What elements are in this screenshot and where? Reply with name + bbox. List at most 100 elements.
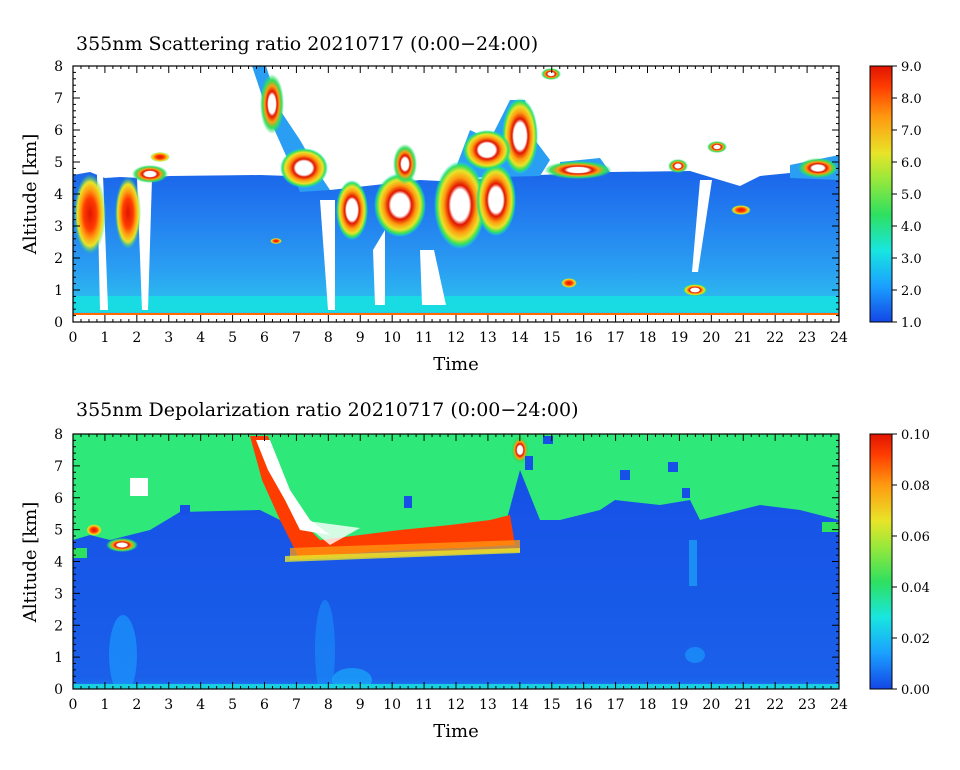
- x-tick-label: 16: [575, 330, 593, 346]
- x-tick-label: 13: [479, 330, 497, 346]
- y-tick-label: 2: [54, 251, 63, 267]
- x-tick-label: 1: [100, 330, 109, 346]
- colorbar-tick-label: 0.00: [901, 683, 930, 698]
- colorbar-tick-label: 4.0: [901, 220, 922, 235]
- y-axis-label: Altitude [km]: [20, 134, 41, 256]
- x-tick-label: 9: [356, 697, 365, 713]
- x-tick-label: 21: [734, 330, 752, 346]
- x-tick-label: 13: [479, 697, 497, 713]
- axes: 0 1 2 3 4 5 6 7 8 9 10 11 12 13 14 15 16 17 18 19 20 21 22 23 24…: [54, 427, 848, 713]
- y-tick-label: 5: [54, 155, 63, 171]
- x-tick-label: 2: [132, 697, 141, 713]
- y-tick-label: 2: [54, 618, 63, 634]
- colorbar-tick-label: 9.0: [901, 60, 922, 75]
- colorbar-tick-label: 0.04: [901, 581, 930, 596]
- x-tick-label: 18: [639, 330, 657, 346]
- colorbar-tick-label: 3.0: [901, 252, 922, 267]
- colorbar-ticks: 0.00 0.02 0.04 0.06 0.08 0.10: [892, 428, 930, 698]
- depolarization-ratio-panel: 355nm Depolarization ratio 20210717 (0:0…: [20, 399, 930, 742]
- x-tick-label: 10: [383, 697, 401, 713]
- colorbar: [869, 65, 893, 323]
- x-tick-label: 23: [798, 330, 816, 346]
- y-tick-label: 8: [54, 59, 63, 75]
- x-tick-label: 24: [830, 697, 848, 713]
- y-tick-label: 4: [54, 555, 63, 571]
- x-tick-label: 12: [447, 330, 465, 346]
- x-tick-label: 4: [196, 330, 205, 346]
- x-tick-label: 5: [228, 697, 237, 713]
- x-tick-label: 22: [766, 697, 784, 713]
- x-tick-label: 12: [447, 697, 465, 713]
- scattering-heatmap: [73, 66, 839, 322]
- x-tick-label: 18: [639, 697, 657, 713]
- x-tick-label: 7: [292, 330, 301, 346]
- colorbar-tick-label: 7.0: [901, 124, 922, 139]
- colorbar-ticks: 1.0 2.0 3.0 4.0 5.0 6.0 7.0 8.0 9.0: [892, 60, 922, 331]
- x-axis-label: Time: [433, 721, 478, 742]
- y-tick-label: 0: [54, 682, 63, 698]
- x-axis-label: Time: [433, 354, 478, 375]
- x-tick-label: 8: [324, 697, 333, 713]
- x-tick-label: 0: [69, 697, 78, 713]
- x-tick-label: 6: [260, 697, 269, 713]
- x-tick-label: 14: [511, 697, 529, 713]
- colorbar-tick-label: 8.0: [901, 92, 922, 107]
- x-tick-label: 8: [324, 330, 333, 346]
- x-tick-label: 20: [702, 330, 720, 346]
- colorbar-tick-label: 0.10: [901, 428, 930, 443]
- x-tick-label: 7: [292, 697, 301, 713]
- x-tick-label: 22: [766, 330, 784, 346]
- x-tick-label: 19: [671, 330, 689, 346]
- y-tick-label: 6: [54, 491, 63, 507]
- x-tick-label: 2: [132, 330, 141, 346]
- y-tick-label: 0: [54, 315, 63, 331]
- x-tick-label: 24: [830, 330, 848, 346]
- axes: 0 1 2 3 4 5 6 7 8 9 10 11 12 13 14 15 16 17 18 19 20 21 22 23 24…: [54, 59, 848, 346]
- y-tick-label: 3: [54, 586, 63, 602]
- colorbar-tick-label: 0.08: [901, 479, 930, 494]
- y-tick-label: 1: [54, 283, 63, 299]
- x-tick-label: 17: [607, 697, 625, 713]
- x-tick-label: 9: [356, 330, 365, 346]
- colorbar-tick-label: 5.0: [901, 188, 922, 203]
- colorbar-tick-label: 1.0: [901, 316, 922, 331]
- x-tick-label: 11: [415, 697, 433, 713]
- chart-title: 355nm Depolarization ratio 20210717 (0:0…: [76, 399, 578, 421]
- x-tick-label: 15: [543, 330, 561, 346]
- depolarization-heatmap: [73, 434, 839, 689]
- x-tick-label: 23: [798, 697, 816, 713]
- scattering-ratio-panel: 355nm Scattering ratio 20210717 (0:00−24…: [20, 33, 922, 375]
- x-tick-label: 14: [511, 330, 529, 346]
- x-tick-label: 6: [260, 330, 269, 346]
- y-tick-label: 3: [54, 219, 63, 235]
- x-tick-label: 21: [734, 697, 752, 713]
- colorbar-tick-label: 0.06: [901, 530, 930, 545]
- x-tick-label: 4: [196, 697, 205, 713]
- y-tick-label: 5: [54, 523, 63, 539]
- y-axis-label: Altitude [km]: [20, 502, 41, 624]
- colorbar: [869, 433, 893, 690]
- y-tick-label: 4: [54, 187, 63, 203]
- x-tick-label: 17: [607, 330, 625, 346]
- colorbar-tick-label: 2.0: [901, 284, 922, 299]
- x-tick-label: 16: [575, 697, 593, 713]
- x-tick-label: 0: [69, 330, 78, 346]
- x-tick-label: 1: [100, 697, 109, 713]
- y-tick-label: 8: [54, 427, 63, 443]
- y-tick-label: 6: [54, 123, 63, 139]
- y-tick-label: 1: [54, 650, 63, 666]
- chart-title: 355nm Scattering ratio 20210717 (0:00−24…: [76, 33, 538, 55]
- x-tick-label: 3: [164, 330, 173, 346]
- y-tick-label: 7: [54, 91, 63, 107]
- x-tick-label: 3: [164, 697, 173, 713]
- x-tick-label: 11: [415, 330, 433, 346]
- x-tick-label: 19: [671, 697, 689, 713]
- x-tick-label: 20: [702, 697, 720, 713]
- y-tick-label: 7: [54, 459, 63, 475]
- x-tick-label: 15: [543, 697, 561, 713]
- colorbar-tick-label: 0.02: [901, 632, 930, 647]
- x-tick-label: 10: [383, 330, 401, 346]
- colorbar-tick-label: 6.0: [901, 156, 922, 171]
- x-tick-label: 5: [228, 330, 237, 346]
